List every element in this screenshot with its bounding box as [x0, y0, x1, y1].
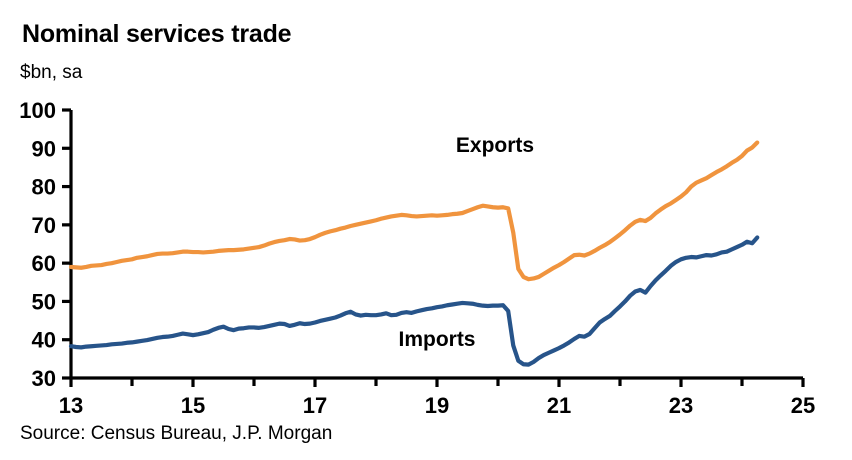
- imports-annotation-label: Imports: [398, 328, 475, 351]
- y-tick-label: 90: [32, 136, 56, 161]
- x-tick-label: 13: [59, 393, 83, 418]
- series-annotation-group: Exports Imports: [398, 134, 534, 351]
- x-tick-label: 19: [425, 393, 449, 418]
- exports-annotation-label: Exports: [456, 134, 534, 157]
- source-note: Source: Census Bureau, J.P. Morgan: [20, 423, 333, 444]
- y-tick-label: 30: [32, 366, 56, 391]
- x-axis-tick-labels: 13 15 17 19 21 23 25: [59, 393, 815, 418]
- y-tick-label: 40: [32, 328, 56, 353]
- series-line-imports: [68, 235, 760, 367]
- page-title: Nominal services trade: [22, 20, 292, 48]
- x-tick-label: 21: [547, 393, 571, 418]
- x-tick-label: 25: [791, 393, 815, 418]
- x-tick-label: 23: [669, 393, 693, 418]
- y-tick-label: 60: [32, 251, 56, 276]
- y-tick-label: 100: [19, 98, 56, 123]
- chart-axes: [62, 108, 805, 387]
- axis-units-label: $bn, sa: [20, 62, 83, 83]
- x-tick-label: 15: [181, 393, 205, 418]
- y-tick-label: 80: [32, 175, 56, 200]
- x-tick-label: 17: [303, 393, 327, 418]
- chart-series-group: [68, 140, 760, 367]
- series-line-exports: [68, 140, 760, 282]
- y-axis-tick-labels: 30 40 50 60 70 80 90 100: [19, 98, 56, 391]
- y-tick-label: 70: [32, 213, 56, 238]
- y-tick-label: 50: [32, 289, 56, 314]
